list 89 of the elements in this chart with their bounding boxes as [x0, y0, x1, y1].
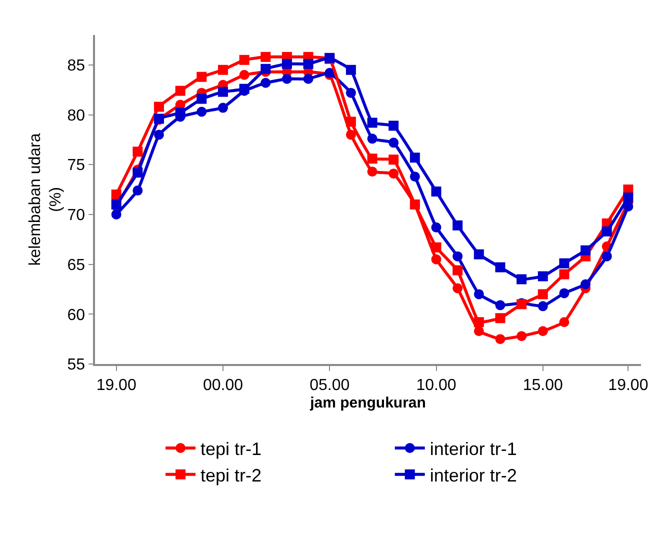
point: [602, 226, 612, 236]
x-tick-label: 19.00: [608, 376, 648, 394]
point: [410, 199, 420, 210]
point: [367, 134, 378, 144]
point: [538, 301, 548, 312]
y-tick-label: 70: [67, 207, 86, 224]
point: [239, 70, 250, 80]
point: [452, 283, 463, 294]
point: [367, 166, 378, 177]
point: [196, 72, 207, 82]
point: [346, 116, 356, 127]
point: [218, 64, 228, 75]
point: [282, 74, 292, 84]
point: [474, 317, 484, 328]
point: [196, 94, 207, 104]
point: [431, 254, 442, 264]
point: [260, 78, 271, 88]
point: [495, 262, 506, 272]
point: [474, 289, 484, 300]
y-tick-label: 55: [67, 356, 86, 374]
point: [346, 88, 356, 98]
point: [260, 64, 271, 74]
point: [452, 251, 463, 262]
point: [623, 192, 634, 203]
point: [559, 269, 570, 280]
legend-label: tepi tr-2: [200, 465, 262, 486]
point: [196, 106, 207, 117]
point: [452, 220, 463, 230]
point: [580, 245, 591, 256]
point: [239, 54, 250, 65]
point: [474, 326, 484, 336]
point: [260, 52, 271, 62]
point: [495, 334, 506, 344]
y-tick-label: 75: [67, 157, 86, 174]
point: [346, 64, 356, 75]
point: [218, 102, 228, 113]
x-tick-label: 19.00: [96, 376, 136, 394]
point: [303, 58, 314, 69]
point: [175, 108, 186, 118]
point: [516, 331, 527, 342]
point: [175, 86, 186, 96]
point: [559, 288, 570, 298]
point: [538, 271, 548, 282]
point: [303, 74, 314, 84]
point: [431, 242, 442, 252]
point: [495, 300, 506, 310]
point: [218, 86, 228, 97]
point: [516, 274, 527, 284]
x-tick-label: 10.00: [416, 376, 456, 394]
x-tick-label: 00.00: [202, 376, 244, 394]
point: [431, 222, 442, 232]
point: [132, 186, 143, 196]
x-axis-title: jam pengukuran: [309, 394, 426, 412]
point: [410, 152, 420, 163]
point: [111, 190, 122, 200]
point: [495, 313, 506, 324]
point: [154, 102, 164, 112]
point: [367, 154, 378, 164]
point: [538, 326, 548, 336]
point: [111, 209, 122, 220]
y-tick-label: 85: [67, 58, 86, 75]
legend-label: interior tr-2: [430, 465, 517, 486]
point: [282, 58, 292, 69]
point: [132, 168, 143, 178]
x-tick-label: 05.00: [310, 376, 350, 394]
y-tick-label: 60: [67, 306, 86, 324]
point: [602, 251, 612, 262]
point: [388, 168, 399, 179]
point: [431, 186, 442, 197]
y-tick-label: 65: [67, 256, 86, 274]
point: [538, 289, 548, 300]
point: [559, 317, 570, 328]
point: [367, 118, 378, 128]
y-axis-title: kelembaban udara (%): [26, 133, 65, 266]
point: [346, 130, 356, 140]
point: [388, 154, 399, 165]
legend-label: tepi tr-1: [200, 439, 262, 460]
point: [388, 120, 399, 131]
point: [580, 279, 591, 290]
point: [559, 258, 570, 268]
legend-label: interior tr-1: [430, 439, 517, 460]
point: [452, 265, 463, 276]
point: [154, 130, 164, 140]
y-tick-label: 80: [67, 107, 86, 124]
point: [132, 146, 143, 157]
x-tick-label: 15.00: [522, 376, 564, 394]
point: [388, 138, 399, 148]
point: [474, 249, 484, 260]
point: [410, 172, 420, 182]
